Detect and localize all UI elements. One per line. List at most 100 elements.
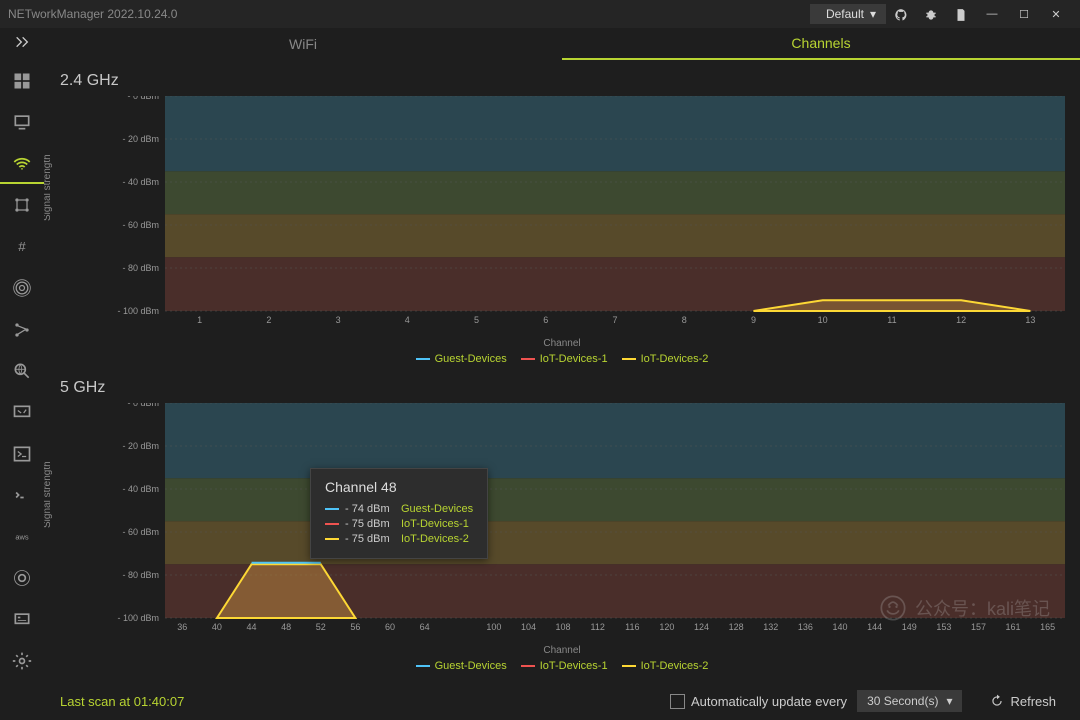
svg-text:4: 4 xyxy=(405,315,410,325)
chevron-down-icon: ▾ xyxy=(946,694,952,708)
svg-text:- 100 dBm: - 100 dBm xyxy=(117,613,159,623)
tab-channels[interactable]: Channels xyxy=(562,28,1080,60)
chart-5ghz: Signal strength - 0 dBm- 20 dBm- 40 dBm-… xyxy=(60,403,1064,672)
minimize-button[interactable]: — xyxy=(976,8,1008,21)
legend-item: Guest-Devices xyxy=(416,353,507,365)
svg-text:100: 100 xyxy=(486,622,501,632)
svg-text:aws: aws xyxy=(15,532,29,541)
svg-text:9: 9 xyxy=(751,315,756,325)
svg-text:116: 116 xyxy=(625,622,639,632)
sidebar-dns[interactable] xyxy=(0,350,44,391)
auto-update-label: Automatically update every xyxy=(691,694,847,709)
chart-24ghz-svg: - 0 dBm- 20 dBm- 40 dBm- 60 dBm- 80 dBm-… xyxy=(115,96,1075,331)
channel-tooltip: Channel 48 - 74 dBmGuest-Devices - 75 dBm… xyxy=(310,468,488,559)
sidebar-ping[interactable] xyxy=(0,267,44,308)
svg-text:13: 13 xyxy=(1025,315,1035,325)
svg-text:120: 120 xyxy=(659,622,674,632)
refresh-button[interactable]: Refresh xyxy=(982,690,1064,713)
svg-text:11: 11 xyxy=(887,315,896,325)
xlabel-24: Channel xyxy=(60,338,1064,349)
section-5ghz-title: 5 GHz xyxy=(60,379,1064,397)
sidebar-scanner[interactable] xyxy=(0,184,44,225)
bug-icon[interactable] xyxy=(916,6,946,22)
svg-text:60: 60 xyxy=(385,622,395,632)
close-button[interactable]: ✕ xyxy=(1040,8,1072,21)
legend-item: Guest-Devices xyxy=(416,660,507,672)
svg-text:161: 161 xyxy=(1006,622,1021,632)
legend-item: IoT-Devices-2 xyxy=(622,660,709,672)
svg-text:112: 112 xyxy=(591,622,605,632)
sidebar-remote[interactable] xyxy=(0,392,44,433)
docs-icon[interactable] xyxy=(946,6,976,22)
svg-text:36: 36 xyxy=(177,622,187,632)
sidebar-trace[interactable] xyxy=(0,309,44,350)
tab-wifi[interactable]: WiFi xyxy=(44,29,562,59)
legend-item: IoT-Devices-1 xyxy=(521,660,608,672)
sidebar-connections[interactable] xyxy=(0,599,44,640)
titlebar: NETworkManager 2022.10.24.0 Default ▾ — … xyxy=(0,0,1080,28)
svg-text:- 20 dBm: - 20 dBm xyxy=(122,441,159,451)
svg-text:5: 5 xyxy=(474,315,479,325)
svg-text:- 80 dBm: - 80 dBm xyxy=(122,570,159,580)
ylabel-24: Signal strength xyxy=(44,154,53,221)
svg-text:#: # xyxy=(18,239,26,254)
svg-text:- 60 dBm: - 60 dBm xyxy=(122,527,159,537)
github-icon[interactable] xyxy=(886,6,916,22)
tooltip-row: - 75 dBmIoT-Devices-2 xyxy=(325,533,473,545)
svg-text:- 60 dBm: - 60 dBm xyxy=(122,220,159,230)
svg-text:48: 48 xyxy=(281,622,291,632)
sidebar-putty[interactable] xyxy=(0,475,44,516)
sidebar-interface[interactable] xyxy=(0,101,44,142)
sidebar-settings[interactable] xyxy=(0,641,44,682)
refresh-icon xyxy=(990,694,1004,708)
app-title: NETworkManager 2022.10.24.0 xyxy=(8,7,177,21)
menu-toggle[interactable] xyxy=(0,34,44,55)
sidebar-wifi[interactable] xyxy=(0,143,44,184)
profile-dropdown[interactable]: Default ▾ xyxy=(810,4,886,24)
svg-text:104: 104 xyxy=(521,622,536,632)
svg-text:140: 140 xyxy=(832,622,847,632)
svg-text:7: 7 xyxy=(612,315,617,325)
tooltip-row: - 74 dBmGuest-Devices xyxy=(325,503,473,515)
interval-dropdown[interactable]: 30 Second(s) ▾ xyxy=(857,690,962,712)
maximize-button[interactable]: ☐ xyxy=(1008,8,1040,21)
auto-update-checkbox[interactable]: Automatically update every xyxy=(670,694,847,709)
sidebar-dashboard[interactable] xyxy=(0,60,44,101)
sidebar-powershell[interactable] xyxy=(0,433,44,474)
profile-label: Default xyxy=(826,7,864,21)
svg-text:- 0 dBm: - 0 dBm xyxy=(127,403,159,408)
svg-text:6: 6 xyxy=(543,315,548,325)
sidebar-lookup[interactable] xyxy=(0,558,44,599)
svg-text:52: 52 xyxy=(316,622,326,632)
svg-text:144: 144 xyxy=(867,622,882,632)
svg-text:153: 153 xyxy=(936,622,951,632)
svg-text:- 100 dBm: - 100 dBm xyxy=(117,306,159,316)
sidebar: # aws xyxy=(0,60,44,682)
chevron-down-icon: ▾ xyxy=(870,7,876,21)
ylabel-5: Signal strength xyxy=(44,461,53,528)
sidebar-portscan[interactable]: # xyxy=(0,226,44,267)
chart-24ghz: Signal strength - 0 dBm- 20 dBm- 40 dBm-… xyxy=(60,96,1064,365)
svg-text:2: 2 xyxy=(266,315,271,325)
svg-text:149: 149 xyxy=(902,622,917,632)
legend-5: Guest-Devices IoT-Devices-1 IoT-Devices-2 xyxy=(60,660,1064,672)
chart-5ghz-svg: - 0 dBm- 20 dBm- 40 dBm- 60 dBm- 80 dBm-… xyxy=(115,403,1075,638)
main-content: 2.4 GHz Signal strength - 0 dBm- 20 dBm-… xyxy=(44,60,1080,682)
svg-text:64: 64 xyxy=(420,622,430,632)
svg-text:- 80 dBm: - 80 dBm xyxy=(122,263,159,273)
svg-text:56: 56 xyxy=(350,622,360,632)
footer: Last scan at 01:40:07 Automatically upda… xyxy=(44,682,1080,720)
section-24ghz-title: 2.4 GHz xyxy=(60,72,1064,90)
svg-text:165: 165 xyxy=(1040,622,1055,632)
sidebar-aws[interactable]: aws xyxy=(0,516,44,557)
svg-text:132: 132 xyxy=(763,622,778,632)
svg-text:44: 44 xyxy=(247,622,257,632)
svg-text:10: 10 xyxy=(818,315,828,325)
svg-text:136: 136 xyxy=(798,622,813,632)
svg-text:3: 3 xyxy=(336,315,341,325)
svg-text:128: 128 xyxy=(729,622,744,632)
svg-text:108: 108 xyxy=(556,622,571,632)
tooltip-title: Channel 48 xyxy=(325,479,473,495)
svg-text:- 20 dBm: - 20 dBm xyxy=(122,134,159,144)
svg-text:8: 8 xyxy=(682,315,687,325)
